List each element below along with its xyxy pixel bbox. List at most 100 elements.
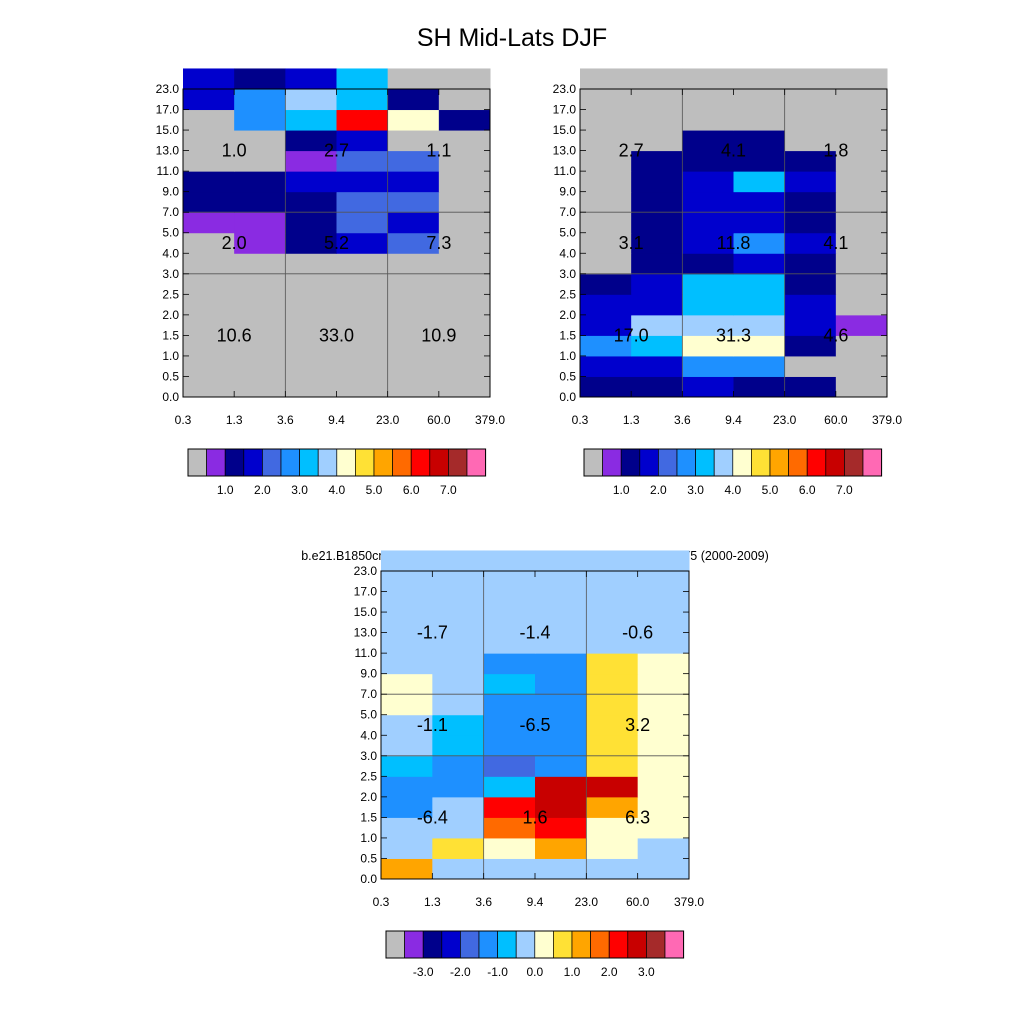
heatmap-cell — [234, 68, 286, 90]
y-tick-label: 15.0 — [354, 605, 378, 619]
heatmap-cell — [381, 735, 433, 757]
heatmap-cell — [733, 376, 786, 398]
heatmap-cell — [682, 130, 734, 152]
heatmap-cell — [234, 212, 286, 234]
heatmap-cell — [535, 755, 587, 777]
heatmap-cell — [580, 191, 632, 213]
heatmap-cell — [381, 796, 433, 818]
colorbar-label: 0.0 — [526, 965, 543, 979]
heatmap-cells — [580, 68, 888, 398]
y-tick-label: 0.0 — [559, 390, 576, 404]
heatmap-cell — [438, 130, 491, 152]
heatmap-cell — [432, 817, 485, 839]
heatmap-cell — [784, 109, 837, 131]
heatmap-cell — [535, 858, 587, 880]
x-tick-label: 379.0 — [872, 413, 902, 427]
colorbar-label: 3.0 — [687, 483, 704, 497]
heatmap-cell — [733, 130, 786, 152]
heatmap-cell — [432, 714, 485, 736]
y-tick-label: 17.0 — [354, 585, 378, 599]
heatmap-cell — [631, 191, 683, 213]
colorbar-swatch — [392, 448, 412, 477]
heatmap-cell — [835, 130, 888, 152]
heatmap-cell — [432, 796, 485, 818]
colorbar-label: -2.0 — [450, 965, 471, 979]
block-value-label: 6.3 — [625, 807, 650, 827]
heatmap-cell — [637, 550, 690, 572]
colorbar-swatch — [385, 930, 405, 959]
colorbar: -3.0 -2.0 -1.0 0.0 1.0 2.0 3.0 — [385, 930, 685, 979]
heatmap-cell — [285, 294, 337, 316]
x-tick-label: 23.0 — [773, 413, 797, 427]
colorbar-swatch — [460, 930, 480, 959]
heatmap-cell — [387, 253, 440, 275]
heatmap-cell — [483, 837, 536, 859]
heatmap-cell — [835, 68, 888, 90]
x-tick-label: 3.6 — [674, 413, 691, 427]
block-value-label: 7.3 — [426, 233, 451, 253]
heatmap-cell — [387, 89, 440, 111]
heatmap-cell — [234, 171, 286, 193]
y-tick-label: 4.0 — [162, 246, 179, 260]
colorbar-swatch — [355, 448, 375, 477]
block-value-label: -0.6 — [622, 623, 653, 643]
block-value-label: -1.1 — [417, 715, 448, 735]
heatmap-cell — [784, 294, 837, 316]
heatmap-cell — [586, 673, 639, 695]
heatmap-cell — [234, 253, 286, 275]
heatmap-cell — [387, 335, 440, 357]
colorbar-swatch — [844, 448, 864, 477]
colorbar-frame — [187, 448, 487, 477]
heatmap-cell — [580, 314, 632, 336]
heatmap-cell — [432, 735, 485, 757]
colorbar-swatch — [695, 448, 715, 477]
colorbar-label: 6.0 — [799, 483, 816, 497]
heatmap-cell — [483, 571, 536, 593]
colorbar-swatch — [243, 448, 263, 477]
heatmap-cell — [432, 632, 485, 654]
y-tick-label: 4.0 — [360, 728, 377, 742]
heatmap-cell — [438, 253, 491, 275]
heatmap-cell — [631, 355, 683, 377]
heatmap-cell — [483, 776, 536, 798]
heatmap-cell — [835, 150, 888, 172]
colorbar-swatch — [627, 930, 647, 959]
heatmap-cell — [336, 150, 389, 172]
block-value-label: 1.8 — [823, 141, 848, 161]
heatmap-cell — [580, 68, 632, 90]
block-value-label: 10.6 — [217, 325, 252, 345]
y-tick-label: 3.0 — [360, 749, 377, 763]
colorbar-swatch — [639, 448, 659, 477]
heatmap-cell — [682, 376, 734, 398]
colorbar-swatch — [187, 448, 207, 477]
heatmap-cell — [387, 130, 440, 152]
heatmap-cell — [682, 273, 734, 295]
heatmap-cell — [336, 273, 389, 295]
heatmap-cell — [381, 755, 433, 777]
colorbar-label: 4.0 — [328, 483, 345, 497]
heatmap-cell — [387, 109, 440, 131]
heatmap-cell — [631, 232, 683, 254]
x-tick-label: 1.3 — [623, 413, 640, 427]
colorbar-swatch — [676, 448, 696, 477]
colorbar-swatch — [788, 448, 808, 477]
y-tick-label: 11.0 — [157, 164, 180, 178]
heatmap-cell — [483, 817, 536, 839]
colorbar-swatch — [713, 448, 734, 477]
y-tick-label: 0.0 — [360, 872, 377, 886]
colorbar-swatch — [466, 448, 486, 477]
heatmap-cell — [483, 694, 536, 716]
heatmap-cell — [183, 130, 235, 152]
heatmap-cell — [631, 89, 683, 111]
colorbar-swatch — [299, 448, 319, 477]
heatmap-cell — [432, 550, 485, 572]
heatmap-cell — [637, 858, 690, 880]
heatmap-cell — [438, 68, 491, 90]
heatmap-cell — [483, 673, 536, 695]
x-tick-label: 60.0 — [824, 413, 848, 427]
colorbar-label: -3.0 — [413, 965, 434, 979]
heatmap-cell — [733, 232, 786, 254]
y-tick-label: 7.0 — [162, 205, 179, 219]
heatmap-cell — [438, 89, 491, 111]
y-tick-label: 7.0 — [559, 205, 576, 219]
